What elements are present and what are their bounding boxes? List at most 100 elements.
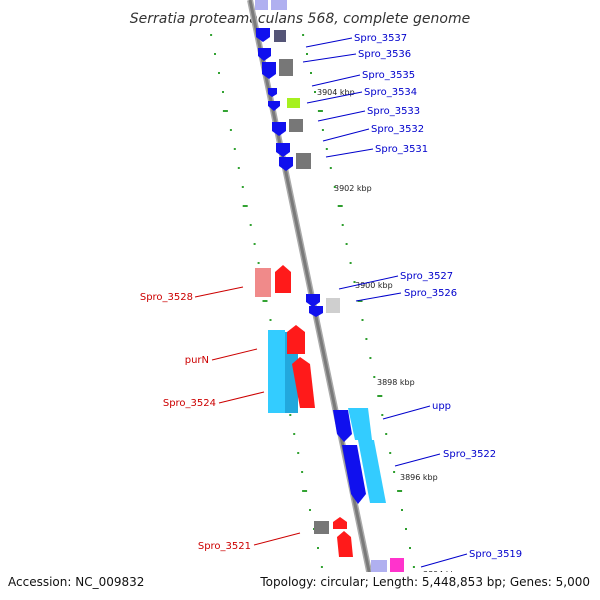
leader-spro3527 xyxy=(338,275,399,290)
tick-dot xyxy=(357,300,363,302)
tick-dot xyxy=(321,129,324,131)
leader-spro3521 xyxy=(253,532,301,546)
gene-label-spro3519[interactable]: Spro_3519 xyxy=(469,549,522,560)
tick-dot xyxy=(345,243,348,245)
gene-label-spro3528[interactable]: Spro_3528 xyxy=(140,292,193,303)
gene-cluster-middle xyxy=(255,265,340,413)
tick-dot xyxy=(218,72,220,74)
gene-block-upp[interactable] xyxy=(348,408,372,440)
gene-arrow-spro3533[interactable] xyxy=(272,122,286,136)
gene-block-gray[interactable] xyxy=(296,153,311,169)
leader-spro3536 xyxy=(302,53,357,63)
tick-dot xyxy=(253,243,256,245)
gene-block-lime[interactable] xyxy=(287,98,300,108)
gene-arrow-purN[interactable] xyxy=(287,325,305,354)
gene-arrow-red[interactable] xyxy=(333,517,347,529)
leader-spro3537 xyxy=(305,37,353,48)
gene-arrow-spro3521[interactable] xyxy=(337,531,353,557)
gene-arrow-blue[interactable] xyxy=(342,445,366,504)
tick-dot xyxy=(365,338,368,340)
gene-arrow-blue[interactable] xyxy=(333,410,352,442)
gene-label-spro3537[interactable]: Spro_3537 xyxy=(354,33,407,44)
gene-arrow-blue[interactable] xyxy=(309,306,323,317)
tick-dot xyxy=(302,490,308,492)
gene-label-spro3522[interactable]: Spro_3522 xyxy=(443,449,496,460)
gene-arrow-spro3531[interactable] xyxy=(279,157,293,171)
gene-arrow-spro3535[interactable] xyxy=(262,62,276,79)
leader-spro3528 xyxy=(194,286,244,298)
gene-block-gray[interactable] xyxy=(279,59,293,76)
gene-label-spro3533[interactable]: Spro_3533 xyxy=(367,106,420,117)
gene-block-spro3519[interactable] xyxy=(390,558,404,572)
gene-block-dark[interactable] xyxy=(274,30,286,42)
tick-dot xyxy=(317,547,319,549)
tick-dot xyxy=(337,205,343,207)
gene-label-spro3526[interactable]: Spro_3526 xyxy=(404,288,457,299)
gene-label-spro3535[interactable]: Spro_3535 xyxy=(362,70,415,81)
tick-dot xyxy=(257,262,260,264)
gene-arrow-spro3524[interactable] xyxy=(292,357,315,408)
tick-dot xyxy=(361,319,364,321)
scale-label-3898: 3898 kbp xyxy=(377,378,415,387)
tick-dot xyxy=(262,300,268,302)
gene-block-periwinkle[interactable] xyxy=(255,0,268,10)
gene-label-spro3521[interactable]: Spro_3521 xyxy=(198,541,251,552)
tick-dot xyxy=(309,509,311,511)
gene-arrow-red[interactable] xyxy=(275,265,291,293)
map-title: Serratia proteamaculans 568, complete ge… xyxy=(130,11,470,27)
gene-label-spro3524[interactable]: Spro_3524 xyxy=(163,398,216,409)
gene-label-spro3534[interactable]: Spro_3534 xyxy=(364,87,417,98)
gene-arrow-spro3532[interactable] xyxy=(276,143,290,157)
tick-dot xyxy=(373,376,376,378)
leader-spro3531 xyxy=(325,148,374,158)
gene-cluster-lower xyxy=(314,408,404,590)
gene-label-spro3532[interactable]: Spro_3532 xyxy=(371,124,424,135)
gene-block-periwinkle[interactable] xyxy=(371,560,387,590)
tick-dot xyxy=(325,148,328,150)
gene-block-spro3528[interactable] xyxy=(255,268,271,297)
gene-block-spro3526[interactable] xyxy=(326,298,340,313)
tick-dot xyxy=(269,319,272,321)
scale-label-3900: 3900 kbp xyxy=(355,281,393,290)
gene-label-spro3527[interactable]: Spro_3527 xyxy=(400,271,453,282)
scale-label-3902: 3902 kbp xyxy=(334,184,372,193)
tick-dot xyxy=(306,53,308,55)
leader-upp xyxy=(382,405,431,420)
gene-label-spro3536[interactable]: Spro_3536 xyxy=(358,49,411,60)
scale-label-3904: 3904 kbp xyxy=(317,88,355,97)
tick-dot xyxy=(210,34,213,36)
tick-dot xyxy=(349,262,352,264)
gene-block-spro3522[interactable] xyxy=(358,440,386,503)
gene-block-periwinkle[interactable] xyxy=(271,0,287,10)
leader-spro3532 xyxy=(322,128,370,142)
gene-arrow-small[interactable] xyxy=(268,88,277,97)
tick-dot xyxy=(301,471,304,473)
leader-spro3534 xyxy=(306,91,363,104)
tick-dots xyxy=(210,34,415,568)
gene-block-cyan[interactable] xyxy=(268,330,285,413)
gene-label-upp[interactable]: upp xyxy=(432,401,451,412)
gene-arrow-spro3534[interactable] xyxy=(268,101,280,111)
leader-spro3526 xyxy=(355,292,402,302)
tick-dot xyxy=(333,186,336,188)
gene-arrow-spro3536[interactable] xyxy=(258,48,271,61)
gene-arrow-spro3527[interactable] xyxy=(306,294,320,307)
tick-dot xyxy=(341,224,344,226)
tick-dot xyxy=(389,452,392,454)
tick-dot xyxy=(329,167,332,169)
tick-dot xyxy=(412,566,415,568)
tick-dot xyxy=(353,281,356,283)
leader-lines xyxy=(194,37,468,568)
gene-block-gray[interactable] xyxy=(314,521,329,534)
topology-text: Topology: circular; Length: 5,448,853 bp… xyxy=(259,575,590,589)
gene-arrow-blue[interactable] xyxy=(256,28,270,42)
tick-dot xyxy=(401,509,403,511)
gene-label-purN[interactable]: purN xyxy=(185,355,209,366)
tick-dot xyxy=(214,53,216,55)
leader-spro3535 xyxy=(311,74,361,87)
tick-dot xyxy=(233,148,236,150)
tick-dot xyxy=(293,433,296,435)
gene-block-gray[interactable] xyxy=(289,119,303,132)
gene-label-spro3531[interactable]: Spro_3531 xyxy=(375,144,428,155)
